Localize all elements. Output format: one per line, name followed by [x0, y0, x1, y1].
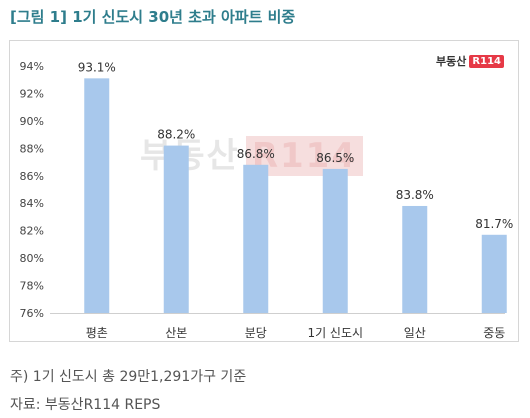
- bar: [84, 78, 110, 313]
- brand-logo: 부동산 R114: [436, 53, 504, 69]
- x-tick-label: 분당: [245, 326, 267, 340]
- bar: [322, 168, 348, 313]
- x-tick-label: 중동: [483, 326, 505, 340]
- y-tick-label: 76%: [20, 307, 44, 320]
- y-tick-label: 78%: [20, 280, 44, 293]
- y-tick-label: 84%: [20, 197, 44, 210]
- y-tick-label: 88%: [20, 142, 44, 155]
- x-tick-label: 산본: [165, 326, 187, 340]
- logo-mark: R114: [469, 54, 504, 68]
- bar: [481, 234, 507, 313]
- y-tick-label: 86%: [20, 170, 44, 183]
- data-label: 86.5%: [316, 151, 354, 165]
- data-label: 88.2%: [157, 128, 195, 142]
- bar: [243, 164, 269, 313]
- bar: [163, 145, 189, 313]
- source-note: 자료: 부동산R114 REPS: [10, 397, 161, 413]
- data-label: 93.1%: [78, 60, 116, 74]
- data-label: 83.8%: [396, 188, 434, 202]
- y-tick-label: 82%: [20, 225, 44, 238]
- footnote: 주) 1기 신도시 총 29만1,291가구 기준: [10, 369, 247, 385]
- y-tick-label: 80%: [20, 252, 44, 265]
- x-tick-label: 일산: [404, 326, 426, 340]
- y-tick-label: 92%: [20, 87, 44, 100]
- x-tick-label: 1기 신도시: [307, 326, 363, 340]
- bar: [402, 205, 428, 313]
- y-tick-label: 90%: [20, 115, 44, 128]
- chart-title: [그림 1] 1기 신도시 30년 초과 아파트 비중: [10, 8, 296, 26]
- logo-brand-text: 부동산: [436, 55, 467, 68]
- watermark-brand: 부동산: [140, 136, 240, 176]
- data-label: 86.8%: [237, 147, 275, 161]
- x-tick-label: 평촌: [86, 326, 108, 340]
- data-label: 81.7%: [475, 217, 513, 231]
- y-tick-label: 94%: [20, 60, 44, 73]
